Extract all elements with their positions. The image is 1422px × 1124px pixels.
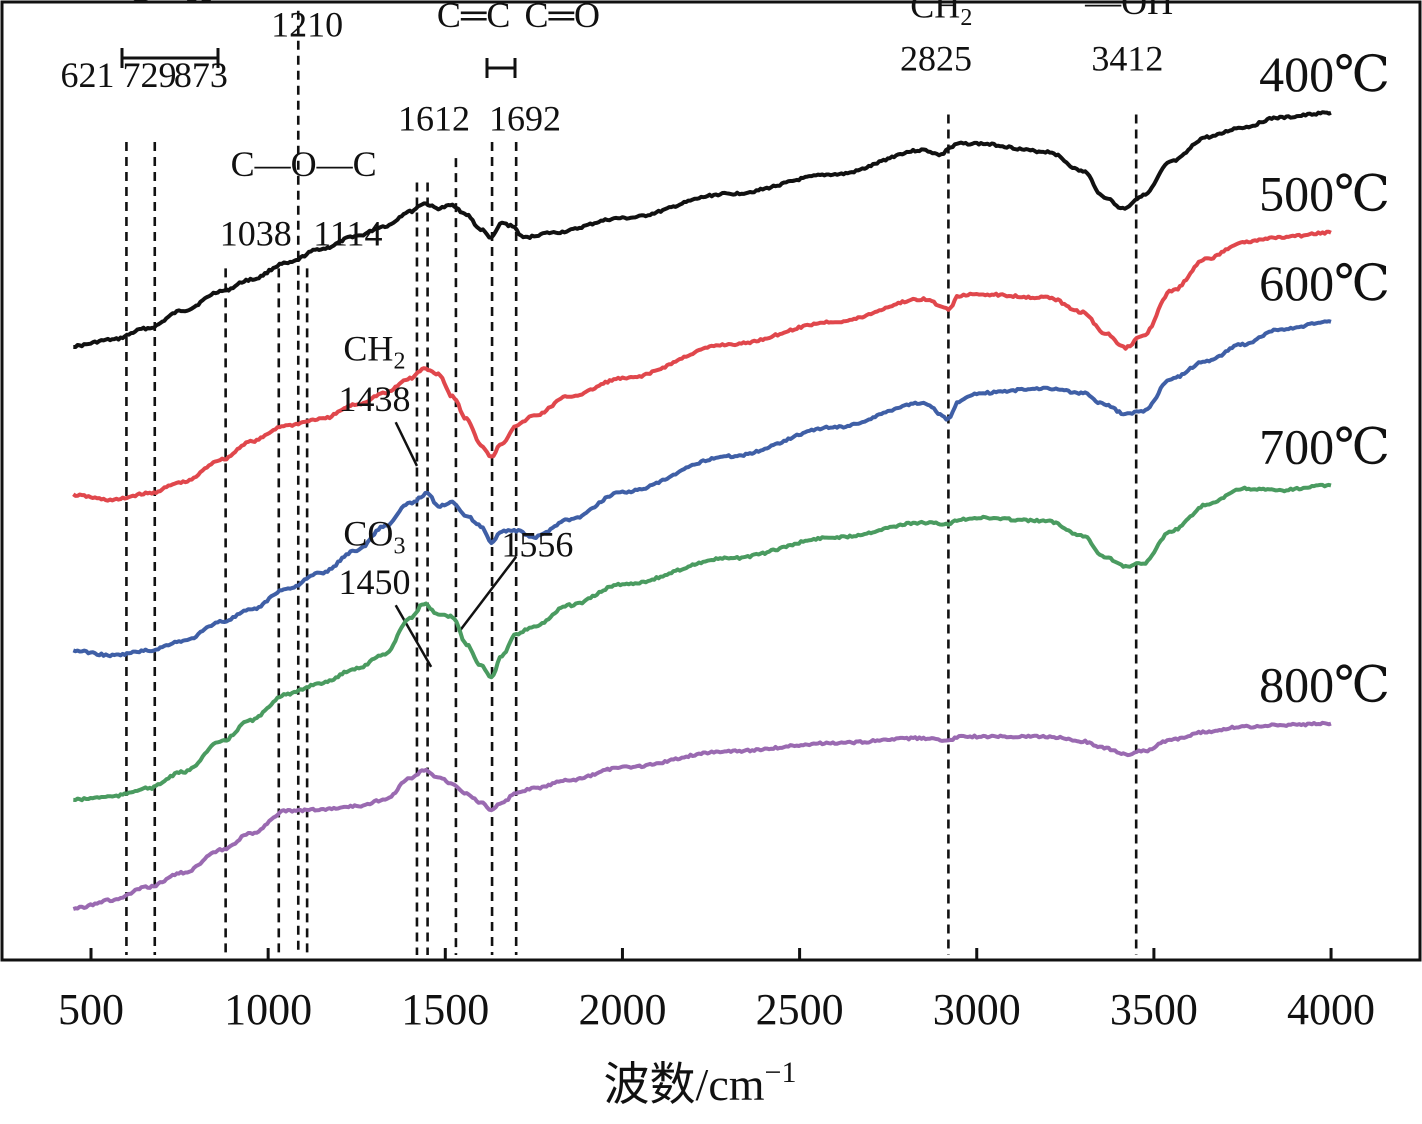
leader-1450 bbox=[394, 604, 433, 668]
series-line-700℃ bbox=[73, 482, 1332, 803]
annotation-wn-1612: 1612 bbox=[398, 99, 470, 139]
annotation-ch2-1438-label: CH2 bbox=[343, 329, 405, 375]
x-tick-label-3000: 3000 bbox=[933, 985, 1021, 1034]
annotation-c-o-c: C—O—C bbox=[231, 144, 377, 184]
annotation-c-o-1210: 1210 bbox=[271, 5, 343, 45]
x-axis: 500 1000 1500 2000 2500 3000 3500 4000 bbox=[58, 948, 1375, 1034]
annotation-co3-label: CO3 bbox=[343, 513, 405, 559]
annotation-c-eq-o: C═O bbox=[524, 0, 600, 35]
annotation-wn-2825: 2825 bbox=[900, 39, 972, 79]
annotation-wn-621: 621 bbox=[60, 55, 114, 95]
x-tick-label-4000: 4000 bbox=[1287, 985, 1375, 1034]
leader-1438 bbox=[394, 421, 419, 467]
plot-frame bbox=[0, 0, 1422, 962]
series-label-layer: 400℃ 500℃ 600℃ 700℃ 800℃ bbox=[1259, 46, 1390, 713]
annotation-layer: C—HC—O1210C═CC═OCH2—OH621729873C—O—C1038… bbox=[60, 0, 1173, 602]
series-line-600℃ bbox=[72, 319, 1332, 659]
annotation-wn-3412: 3412 bbox=[1091, 39, 1163, 79]
annotation-wn-1450: 1450 bbox=[338, 562, 410, 602]
series-label-600℃: 600℃ bbox=[1259, 255, 1390, 311]
annotation-wn-873: 873 bbox=[174, 55, 228, 95]
x-axis-title: 波数/cm−1 bbox=[604, 1056, 797, 1110]
series-line-500℃ bbox=[72, 229, 1332, 503]
series-label-500℃: 500℃ bbox=[1259, 166, 1390, 222]
x-tick-label-3500: 3500 bbox=[1110, 985, 1198, 1034]
annotation-c-h-group: C—H bbox=[126, 0, 212, 9]
annotation-wn-1556: 1556 bbox=[501, 525, 573, 565]
series-line-400℃ bbox=[73, 110, 1332, 349]
series-label-800℃: 800℃ bbox=[1259, 657, 1390, 713]
annotation-oh-label: —OH bbox=[1084, 0, 1173, 22]
series-line-800℃ bbox=[72, 720, 1332, 911]
annotation-wn-1438: 1438 bbox=[338, 379, 410, 419]
x-axis-title-superscript: −1 bbox=[765, 1056, 797, 1089]
marker-layer bbox=[125, 10, 1138, 955]
annotation-ch2-2825-label: CH2 bbox=[910, 0, 972, 31]
annotation-wn-729: 729 bbox=[122, 55, 176, 95]
x-tick-label-2000: 2000 bbox=[578, 985, 666, 1034]
leader-1556 bbox=[458, 555, 518, 632]
annotation-wn-1114: 1114 bbox=[313, 214, 382, 254]
x-tick-label-1500: 1500 bbox=[401, 985, 489, 1034]
x-tick-label-2500: 2500 bbox=[756, 985, 844, 1034]
leader-layer bbox=[394, 421, 518, 668]
annotation-wn-1692: 1692 bbox=[489, 99, 561, 139]
x-tick-label-1000: 1000 bbox=[224, 985, 312, 1034]
annotation-c-eq-c: C═C bbox=[437, 0, 511, 35]
c-h-bracket bbox=[120, 48, 220, 68]
x-tick-label-500: 500 bbox=[58, 985, 124, 1034]
series-label-700℃: 700℃ bbox=[1259, 418, 1390, 474]
c-c-c-o-bracket bbox=[485, 58, 517, 78]
series-label-400℃: 400℃ bbox=[1259, 46, 1390, 102]
series-layer bbox=[72, 110, 1332, 911]
x-axis-title-text: 波数/cm bbox=[604, 1059, 765, 1110]
annotation-wn-1038: 1038 bbox=[220, 214, 292, 254]
